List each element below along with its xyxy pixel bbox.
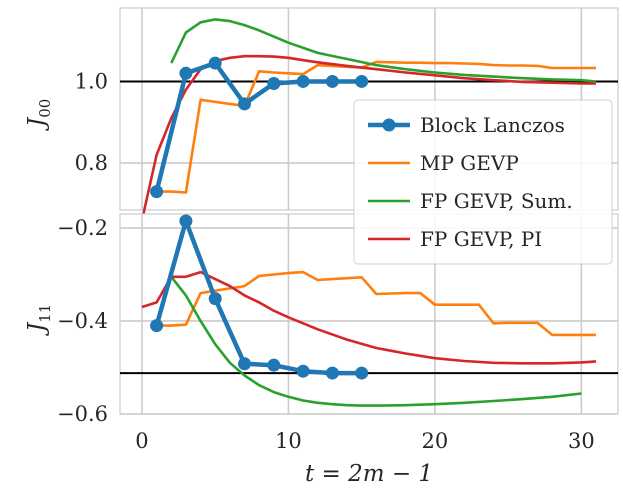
bottom-series-block-lanczos-point xyxy=(208,292,222,306)
bottom-y-label-sub: 11 xyxy=(36,304,54,323)
bottom-series-group xyxy=(141,214,597,407)
top-y-label-main: J xyxy=(24,116,50,131)
legend-marker-block-lanczos xyxy=(382,118,396,132)
top-series-block-lanczos-point xyxy=(267,76,281,90)
bottom-series-block-lanczos-point xyxy=(179,214,193,228)
bottom-series-mp-gevp-line xyxy=(156,270,596,337)
top-y-label-sub: 00 xyxy=(36,99,54,118)
x-tick-label: 0 xyxy=(135,429,148,453)
bottom-y-tick-label: −0.4 xyxy=(57,309,108,333)
top-y-tick-label: 0.8 xyxy=(75,151,108,175)
top-series-mp-gevp-line xyxy=(156,60,596,194)
top-series-block-lanczos-point xyxy=(296,74,310,88)
x-tick-label: 30 xyxy=(568,429,595,453)
bottom-series-block-lanczos-point xyxy=(296,364,310,378)
top-series-group xyxy=(140,18,597,221)
bottom-series-fp-gevp-pi-line xyxy=(141,270,597,365)
bottom-series-block-lanczos-point xyxy=(325,366,339,380)
bottom-x-tick-labels: 0 10 20 30 xyxy=(135,429,594,453)
legend-label-fp-gevp-pi: FP GEVP, PI xyxy=(420,227,542,251)
legend: Block Lanczos MP GEVP FP GEVP, Sum. FP GEVP… xyxy=(353,99,613,265)
top-series-fp-gevp-sum-line xyxy=(170,18,597,83)
bottom-series-fp-gevp-sum-line xyxy=(170,275,582,407)
legend-label-fp-gevp-sum: FP GEVP, Sum. xyxy=(420,189,573,213)
top-series-block-lanczos-point xyxy=(179,66,193,80)
legend-box xyxy=(353,99,613,265)
legend-label-block-lanczos: Block Lanczos xyxy=(420,113,565,137)
top-y-tick-label: 1.0 xyxy=(75,69,108,93)
top-y-tick-labels: 0.8 1.0 xyxy=(75,69,108,175)
bottom-series-block-lanczos-point xyxy=(355,366,369,380)
top-y-axis-label: J00 xyxy=(24,99,54,131)
bottom-series-block-lanczos-point xyxy=(267,358,281,372)
bottom-y-axis-label: J11 xyxy=(24,304,54,336)
top-series-block-lanczos-point xyxy=(355,74,369,88)
legend-label-mp-gevp: MP GEVP xyxy=(420,151,519,175)
bottom-series-block-lanczos-point xyxy=(238,357,251,371)
bottom-y-label-main: J xyxy=(24,321,50,336)
x-tick-label: 20 xyxy=(422,429,449,453)
bottom-y-tick-labels: −0.6 −0.4 −0.2 xyxy=(57,216,108,426)
bottom-y-tick-label: −0.6 xyxy=(57,402,108,426)
x-axis-label: t = 2m − 1 xyxy=(305,461,433,487)
top-series-block-lanczos-point xyxy=(238,97,251,111)
top-series-block-lanczos-point xyxy=(208,56,222,70)
top-series-block-lanczos-point xyxy=(325,74,339,88)
x-tick-label: 10 xyxy=(275,429,302,453)
top-series-fp-gevp-pi-line xyxy=(140,54,596,221)
bottom-series-block-lanczos-point xyxy=(150,319,164,333)
bottom-y-tick-label: −0.2 xyxy=(57,216,108,240)
top-series-block-lanczos-point xyxy=(150,185,164,199)
legend-items: Block Lanczos MP GEVP FP GEVP, Sum. FP GEVP… xyxy=(368,113,573,251)
